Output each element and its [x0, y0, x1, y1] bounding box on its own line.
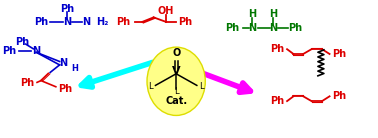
Text: L: L	[148, 82, 153, 91]
Text: L: L	[174, 87, 178, 96]
Text: N: N	[32, 46, 40, 56]
Text: Ph: Ph	[271, 96, 285, 106]
Text: Ph: Ph	[178, 17, 193, 27]
Text: Ph: Ph	[226, 23, 240, 33]
Text: Ph: Ph	[15, 37, 29, 47]
Text: Ph: Ph	[60, 4, 74, 14]
Text: H: H	[71, 64, 78, 73]
Text: Ph: Ph	[3, 46, 17, 56]
Text: Ph: Ph	[58, 84, 72, 95]
Ellipse shape	[147, 47, 205, 116]
Text: N: N	[59, 58, 67, 68]
Text: H₂: H₂	[96, 17, 108, 27]
Text: V: V	[172, 66, 180, 76]
Text: N: N	[82, 17, 90, 27]
Text: N: N	[63, 17, 71, 27]
Text: Ph: Ph	[271, 44, 285, 54]
Text: OH: OH	[158, 6, 174, 16]
Text: L: L	[200, 82, 204, 91]
Text: N: N	[248, 23, 257, 33]
Text: Ph: Ph	[332, 49, 346, 59]
Text: Ph: Ph	[20, 78, 34, 88]
Text: O: O	[172, 48, 180, 58]
Text: N: N	[269, 23, 277, 33]
Text: Ph: Ph	[34, 17, 48, 27]
Text: H: H	[269, 9, 277, 19]
Text: H: H	[248, 9, 257, 19]
Text: Ph: Ph	[116, 17, 130, 27]
Text: Ph: Ph	[288, 23, 302, 33]
Text: Cat.: Cat.	[165, 96, 187, 106]
Text: Ph: Ph	[332, 91, 346, 101]
